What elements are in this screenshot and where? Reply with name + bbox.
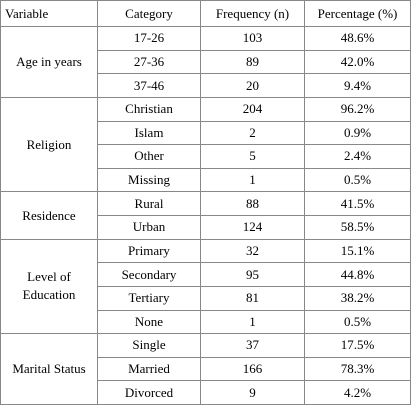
category-cell: Secondary — [97, 262, 201, 287]
category-cell: 17-26 — [97, 26, 201, 51]
header-percentage: Percentage (%) — [304, 0, 411, 27]
percentage-cell: 96.2% — [304, 96, 411, 122]
percentage-cell: 9.4% — [304, 73, 411, 98]
frequency-cell: 1 — [200, 167, 305, 193]
table-row: Secondary 95 44.8% — [1, 262, 411, 287]
frequency-cell: 95 — [200, 262, 305, 287]
category-cell: Divorced — [97, 380, 201, 405]
table-body: Age in years 17-26 103 48.6% 27-36 89 42.0% 37-… — [0, 26, 411, 405]
category-cell: Primary — [97, 238, 201, 264]
header-variable: Variable — [0, 0, 98, 27]
category-cell: Other — [97, 144, 201, 169]
table-row: Marital Status Single 37 17.5% — [0, 333, 411, 405]
table-row: Divorced 9 4.2% — [1, 380, 411, 405]
table-row: Level of Education Primary 32 15.1% — [0, 238, 411, 335]
table-row: Other 5 2.4% — [1, 144, 411, 169]
variable-cell: Residence — [0, 191, 98, 240]
percentage-cell: 41.5% — [304, 191, 411, 216]
percentage-cell: 0.5% — [304, 309, 411, 335]
category-cell: None — [97, 309, 201, 335]
frequency-cell: 103 — [200, 26, 305, 51]
percentage-cell: 48.6% — [304, 26, 411, 51]
category-cell: Islam — [97, 120, 201, 146]
percentage-cell: 2.4% — [304, 144, 411, 169]
category-cell: Christian — [97, 96, 201, 122]
header-row: Variable Category Frequency (n) Percenta… — [0, 0, 411, 27]
variable-cell: Marital Status — [0, 333, 98, 405]
frequency-cell: 88 — [200, 191, 305, 216]
variable-cell: Religion — [0, 96, 98, 193]
frequency-cell: 37 — [200, 333, 305, 358]
frequency-cell: 166 — [200, 356, 305, 382]
table-row: Age in years 17-26 103 48.6% — [0, 26, 411, 98]
percentage-cell: 58.5% — [304, 215, 411, 240]
category-cell: Rural — [97, 191, 201, 216]
header-frequency: Frequency (n) — [200, 0, 305, 27]
percentage-cell: 38.2% — [304, 285, 411, 311]
table-row: Religion Christian 204 96.2% — [0, 96, 411, 193]
category-cell: Tertiary — [97, 285, 201, 311]
frequency-cell: 5 — [200, 144, 305, 169]
frequency-cell: 9 — [200, 380, 305, 405]
percentage-cell: 4.2% — [304, 380, 411, 405]
frequency-cell: 2 — [200, 120, 305, 146]
table-row: Residence Rural 88 41.5% — [0, 191, 411, 240]
percentage-cell: 0.9% — [304, 120, 411, 146]
frequency-cell: 204 — [200, 96, 305, 122]
category-cell: 27-36 — [97, 49, 201, 75]
table-row: 37-46 20 9.4% — [1, 73, 411, 98]
percentage-cell: 78.3% — [304, 356, 411, 382]
percentage-cell: 17.5% — [304, 333, 411, 358]
table-row: Islam 2 0.9% — [1, 120, 411, 146]
category-cell: Urban — [97, 215, 201, 240]
table-row: 27-36 89 42.0% — [1, 49, 411, 75]
frequency-cell: 20 — [200, 73, 305, 98]
frequency-cell: 1 — [200, 309, 305, 335]
percentage-cell: 42.0% — [304, 49, 411, 75]
category-cell: 37-46 — [97, 73, 201, 98]
category-cell: Missing — [97, 167, 201, 193]
category-cell: Single — [97, 333, 201, 358]
category-cell: Married — [97, 356, 201, 382]
header-category: Category — [97, 0, 201, 27]
table-row: Urban 124 58.5% — [1, 215, 411, 240]
table-row: Married 166 78.3% — [1, 356, 411, 382]
frequency-cell: 124 — [200, 215, 305, 240]
frequency-cell: 81 — [200, 285, 305, 311]
table-row: Tertiary 81 38.2% — [1, 285, 411, 311]
table-header: Variable Category Frequency (n) Percenta… — [0, 0, 411, 27]
variable-cell: Age in years — [0, 26, 98, 98]
frequency-cell: 32 — [200, 238, 305, 264]
percentage-cell: 0.5% — [304, 167, 411, 193]
variable-cell: Level of Education — [0, 238, 98, 335]
percentage-cell: 15.1% — [304, 238, 411, 264]
percentage-cell: 44.8% — [304, 262, 411, 287]
frequency-cell: 89 — [200, 49, 305, 75]
